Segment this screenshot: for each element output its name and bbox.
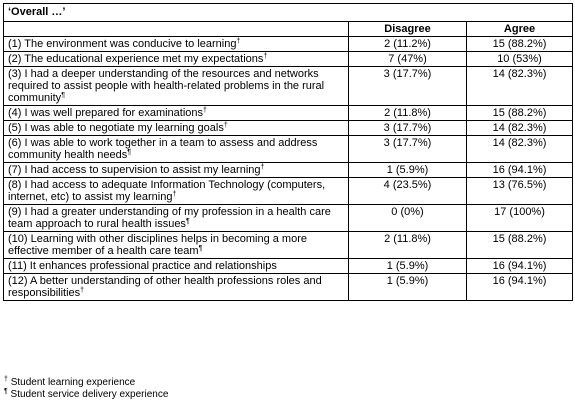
statement-cell: (6) I was able to work together in a tea… [3, 135, 349, 163]
footnote-marker: † [172, 191, 177, 198]
footnote-marker: † [4, 376, 8, 383]
footnote-text: Student service delivery experience [10, 389, 169, 400]
disagree-cell: 3 (17.7%) [348, 120, 467, 136]
disagree-cell: 1 (5.9%) [348, 258, 467, 274]
statement-cell: (8) I had access to adequate Information… [3, 177, 349, 205]
footnote-marker: † [223, 122, 228, 129]
header-statement [3, 21, 349, 37]
agree-cell: 15 (88.2%) [465, 105, 574, 121]
table-row: (8) I had access to adequate Information… [3, 177, 574, 205]
table-row: (6) I was able to work together in a tea… [3, 135, 574, 163]
agree-cell: 16 (94.1%) [465, 258, 574, 274]
statement-cell: (5) I was able to negotiate my learning … [3, 120, 349, 136]
table-row: (5) I was able to negotiate my learning … [3, 120, 574, 136]
disagree-cell: 7 (47%) [348, 51, 467, 67]
agree-cell: 14 (82.3%) [465, 135, 574, 163]
footnote-marker: † [80, 287, 85, 294]
table-title-row: ‘Overall …’ [2, 3, 574, 22]
footnote-marker: ¶ [198, 245, 203, 252]
disagree-cell: 3 (17.7%) [348, 66, 467, 106]
footnote-marker: ¶ [127, 149, 131, 156]
agree-cell: 14 (82.3%) [465, 120, 574, 136]
statement-cell: (7) I had access to supervision to assis… [3, 162, 349, 178]
table-row: (11) It enhances professional practice a… [3, 258, 574, 274]
agree-cell: 17 (100%) [465, 204, 574, 232]
disagree-cell: 1 (5.9%) [348, 273, 467, 301]
statement-text: (6) I was able to work together in a tea… [8, 137, 318, 161]
footnote-service-delivery: ¶ Student service delivery experience [4, 388, 169, 400]
statement-text: (12) A better understanding of other hea… [8, 275, 322, 299]
table-row: (2) The educational experience met my ex… [3, 51, 574, 67]
statement-cell: (12) A better understanding of other hea… [3, 273, 349, 301]
statement-text: (10) Learning with other disciplines hel… [8, 233, 307, 257]
disagree-cell: 3 (17.7%) [348, 135, 467, 163]
footnote-learning: † Student learning experience [4, 376, 136, 388]
disagree-cell: 2 (11.8%) [348, 105, 467, 121]
statement-text: (9) I had a greater understanding of my … [8, 206, 331, 230]
footnote-marker: ¶ [185, 218, 190, 225]
agree-cell: 14 (82.3%) [465, 66, 574, 106]
agree-cell: 16 (94.1%) [465, 162, 574, 178]
table-row: (1) The environment was conducive to lea… [3, 36, 574, 52]
disagree-cell: 2 (11.8%) [348, 231, 467, 259]
statement-cell: (3) I had a deeper understanding of the … [3, 66, 349, 106]
table-row: (3) I had a deeper understanding of the … [3, 66, 574, 106]
disagree-cell: 2 (11.2%) [348, 36, 467, 52]
footnote-marker: ¶ [4, 388, 8, 395]
statement-text: (4) I was well prepared for examinations [8, 107, 204, 119]
statement-text: (1) The environment was conducive to lea… [8, 38, 237, 50]
agree-cell: 10 (53%) [465, 51, 574, 67]
table-row: (4) I was well prepared for examinations… [3, 105, 574, 121]
agree-cell: 15 (88.2%) [465, 231, 574, 259]
statement-cell: (11) It enhances professional practice a… [3, 258, 349, 274]
table-row: (9) I had a greater understanding of my … [3, 204, 574, 232]
disagree-cell: 0 (0%) [348, 204, 467, 232]
footnote-marker: † [203, 107, 207, 114]
statement-cell: (9) I had a greater understanding of my … [3, 204, 349, 232]
statement-text: (8) I had access to adequate Information… [8, 179, 326, 203]
table-row: (7) I had access to supervision to assis… [3, 162, 574, 178]
agree-cell: 13 (76.5%) [465, 177, 574, 205]
agree-cell: 16 (94.1%) [465, 273, 574, 301]
footnote-text: Student learning experience [10, 377, 136, 388]
footnote-marker: † [263, 53, 268, 60]
table-row: (12) A better understanding of other hea… [3, 273, 574, 301]
statement-cell: (2) The educational experience met my ex… [3, 51, 349, 67]
footnote-marker: † [236, 38, 241, 45]
disagree-cell: 4 (23.5%) [348, 177, 467, 205]
statement-text: (3) I had a deeper understanding of the … [8, 68, 325, 104]
statement-text: (2) The educational experience met my ex… [8, 53, 264, 65]
statement-text: (5) I was able to negotiate my learning … [8, 122, 224, 134]
statement-cell: (4) I was well prepared for examinations… [3, 105, 349, 121]
table-title: ‘Overall …’ [2, 3, 574, 22]
disagree-cell: 1 (5.9%) [348, 162, 467, 178]
survey-table: ‘Overall …’ Disagree Agree (1) The envir… [2, 3, 574, 301]
statement-cell: (10) Learning with other disciplines hel… [3, 231, 349, 259]
header-agree: Agree [465, 21, 574, 37]
statement-text: (7) I had access to supervision to assis… [8, 164, 261, 176]
header-disagree: Disagree [348, 21, 467, 37]
agree-cell: 15 (88.2%) [465, 36, 574, 52]
table-header-row: Disagree Agree [3, 21, 574, 37]
table-row: (10) Learning with other disciplines hel… [3, 231, 574, 259]
footnote-marker: ¶ [61, 92, 65, 99]
footnote-marker: † [260, 164, 265, 171]
statement-text: (11) It enhances professional practice a… [8, 260, 277, 272]
statement-cell: (1) The environment was conducive to lea… [3, 36, 349, 52]
